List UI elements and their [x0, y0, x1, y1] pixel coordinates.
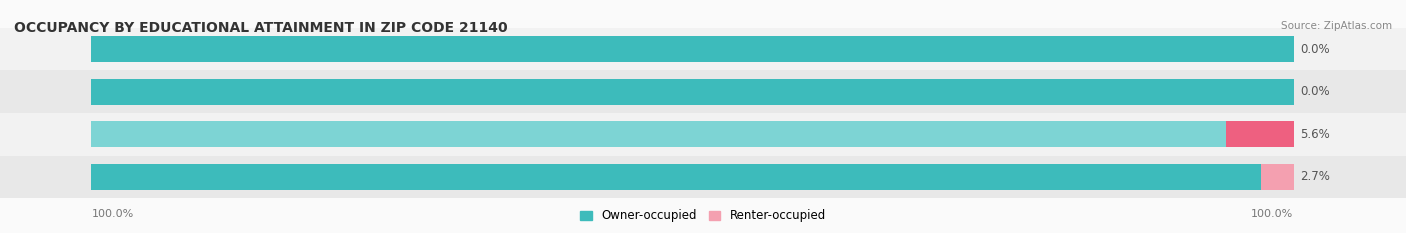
Text: 100.0%: 100.0% — [98, 85, 148, 98]
Text: OCCUPANCY BY EDUCATIONAL ATTAINMENT IN ZIP CODE 21140: OCCUPANCY BY EDUCATIONAL ATTAINMENT IN Z… — [14, 21, 508, 35]
Text: 94.4%: 94.4% — [98, 128, 139, 141]
Text: 97.3%: 97.3% — [98, 170, 139, 183]
Text: Source: ZipAtlas.com: Source: ZipAtlas.com — [1281, 21, 1392, 31]
Legend: Owner-occupied, Renter-occupied: Owner-occupied, Renter-occupied — [575, 205, 831, 227]
Text: High School Diploma: High School Diploma — [1170, 87, 1286, 97]
Text: 2.7%: 2.7% — [1301, 170, 1330, 183]
Text: 0.0%: 0.0% — [1301, 43, 1330, 56]
Text: 100.0%: 100.0% — [98, 43, 148, 56]
Text: 100.0%: 100.0% — [91, 209, 134, 219]
Text: 5.6%: 5.6% — [1301, 128, 1330, 141]
Text: 100.0%: 100.0% — [1251, 209, 1294, 219]
Text: College/Associate Degree: College/Associate Degree — [1077, 129, 1219, 139]
Text: Bachelor’s Degree or higher: Bachelor’s Degree or higher — [1097, 172, 1254, 182]
Text: Less than High School: Less than High School — [1163, 44, 1286, 54]
Text: 0.0%: 0.0% — [1301, 85, 1330, 98]
